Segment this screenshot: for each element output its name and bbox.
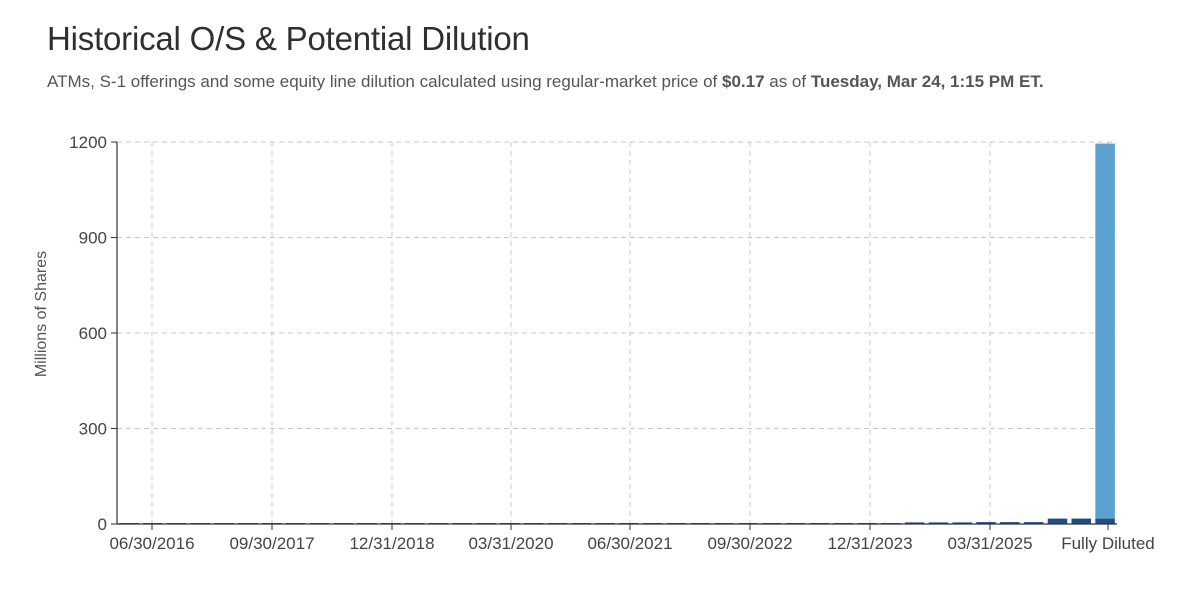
bar-outstanding xyxy=(952,522,972,524)
x-tick-label: 09/30/2022 xyxy=(707,534,792,553)
x-tick-label: 12/31/2018 xyxy=(349,534,434,553)
bar-outstanding xyxy=(904,522,925,524)
bar-outstanding xyxy=(976,522,996,524)
bars xyxy=(119,143,1115,524)
bar-outstanding xyxy=(1023,522,1044,524)
bar-outstanding xyxy=(928,522,949,524)
price-date: Tuesday, Mar 24, 1:15 PM ET. xyxy=(810,72,1044,91)
x-tick-label: 09/30/2017 xyxy=(229,534,314,553)
chart-title: Historical O/S & Potential Dilution xyxy=(47,20,530,57)
y-tick-label: 0 xyxy=(98,515,107,534)
subtitle-text: ATMs, S-1 offerings and some equity line… xyxy=(47,72,722,91)
y-tick-label: 600 xyxy=(79,324,107,343)
subtitle-as-of: as of xyxy=(764,72,811,91)
x-tick-label: 03/31/2020 xyxy=(468,534,553,553)
x-tick-label: 06/30/2016 xyxy=(109,534,194,553)
y-axis-title: Millions of Shares xyxy=(33,251,50,377)
grid-lines xyxy=(117,141,1117,524)
bar-potential-dilution xyxy=(1095,143,1115,519)
x-axis-ticks: 06/30/2016 09/30/2017 12/31/2018 03/31/2020… xyxy=(109,524,1155,553)
y-tick-label: 900 xyxy=(79,229,107,248)
bar-outstanding xyxy=(1095,518,1115,524)
x-tick-label: 03/31/2025 xyxy=(947,534,1032,553)
y-axis-ticks: 0 300 600 900 1200 xyxy=(69,133,117,534)
bar-outstanding xyxy=(1047,518,1068,524)
bar-outstanding xyxy=(1000,522,1020,524)
y-tick-label: 300 xyxy=(79,420,107,439)
y-tick-label: 1200 xyxy=(69,133,107,152)
x-tick-label: 06/30/2021 xyxy=(587,534,672,553)
price-value: $0.17 xyxy=(721,72,765,91)
x-tick-label: Fully Diluted xyxy=(1061,534,1155,553)
bar-outstanding xyxy=(1071,518,1092,524)
x-tick-label: 12/31/2023 xyxy=(827,534,912,553)
chart-subtitle: ATMs, S-1 offerings and some equity line… xyxy=(47,72,1044,92)
